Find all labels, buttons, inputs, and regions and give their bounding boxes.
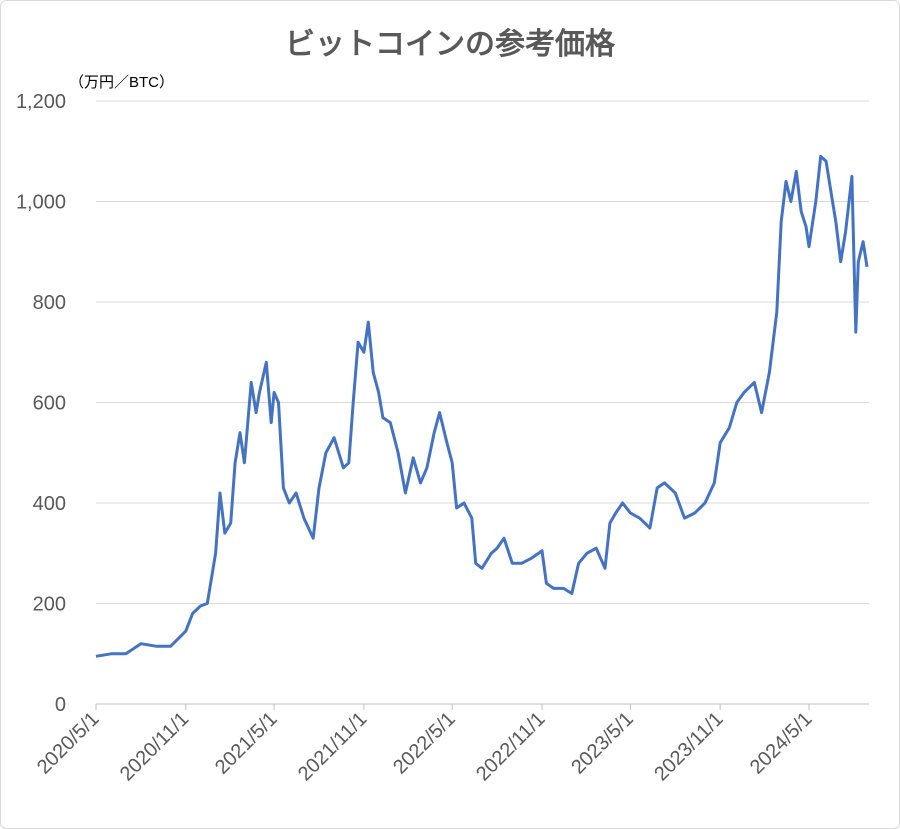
- x-tick-label: 2022/11/1: [472, 708, 549, 785]
- y-tick-label: 200: [33, 594, 66, 616]
- x-tick-label: 2020/5/1: [33, 708, 104, 779]
- y-tick-label: 1,000: [16, 192, 66, 214]
- y-tick-label: 0: [55, 694, 66, 716]
- chart-title: ビットコインの参考価格: [285, 28, 615, 61]
- x-tick-label: 2021/11/1: [294, 708, 371, 785]
- x-tick-label: 2021/5/1: [211, 708, 282, 779]
- y-tick-label: 400: [33, 493, 66, 515]
- x-tick-label: 2024/5/1: [746, 708, 817, 779]
- x-tick-label: 2023/5/1: [567, 708, 638, 779]
- y-tick-label: 800: [33, 292, 66, 314]
- x-tick-label: 2022/5/1: [389, 708, 460, 779]
- x-tick-label: 2020/11/1: [116, 708, 193, 785]
- y-tick-label: 1,200: [16, 91, 66, 113]
- price-line: [95, 154, 869, 658]
- y-tick-label: 600: [33, 393, 66, 415]
- y-axis-unit-label: （万円／BTC）: [69, 74, 175, 91]
- x-tick-label: 2023/11/1: [650, 708, 727, 785]
